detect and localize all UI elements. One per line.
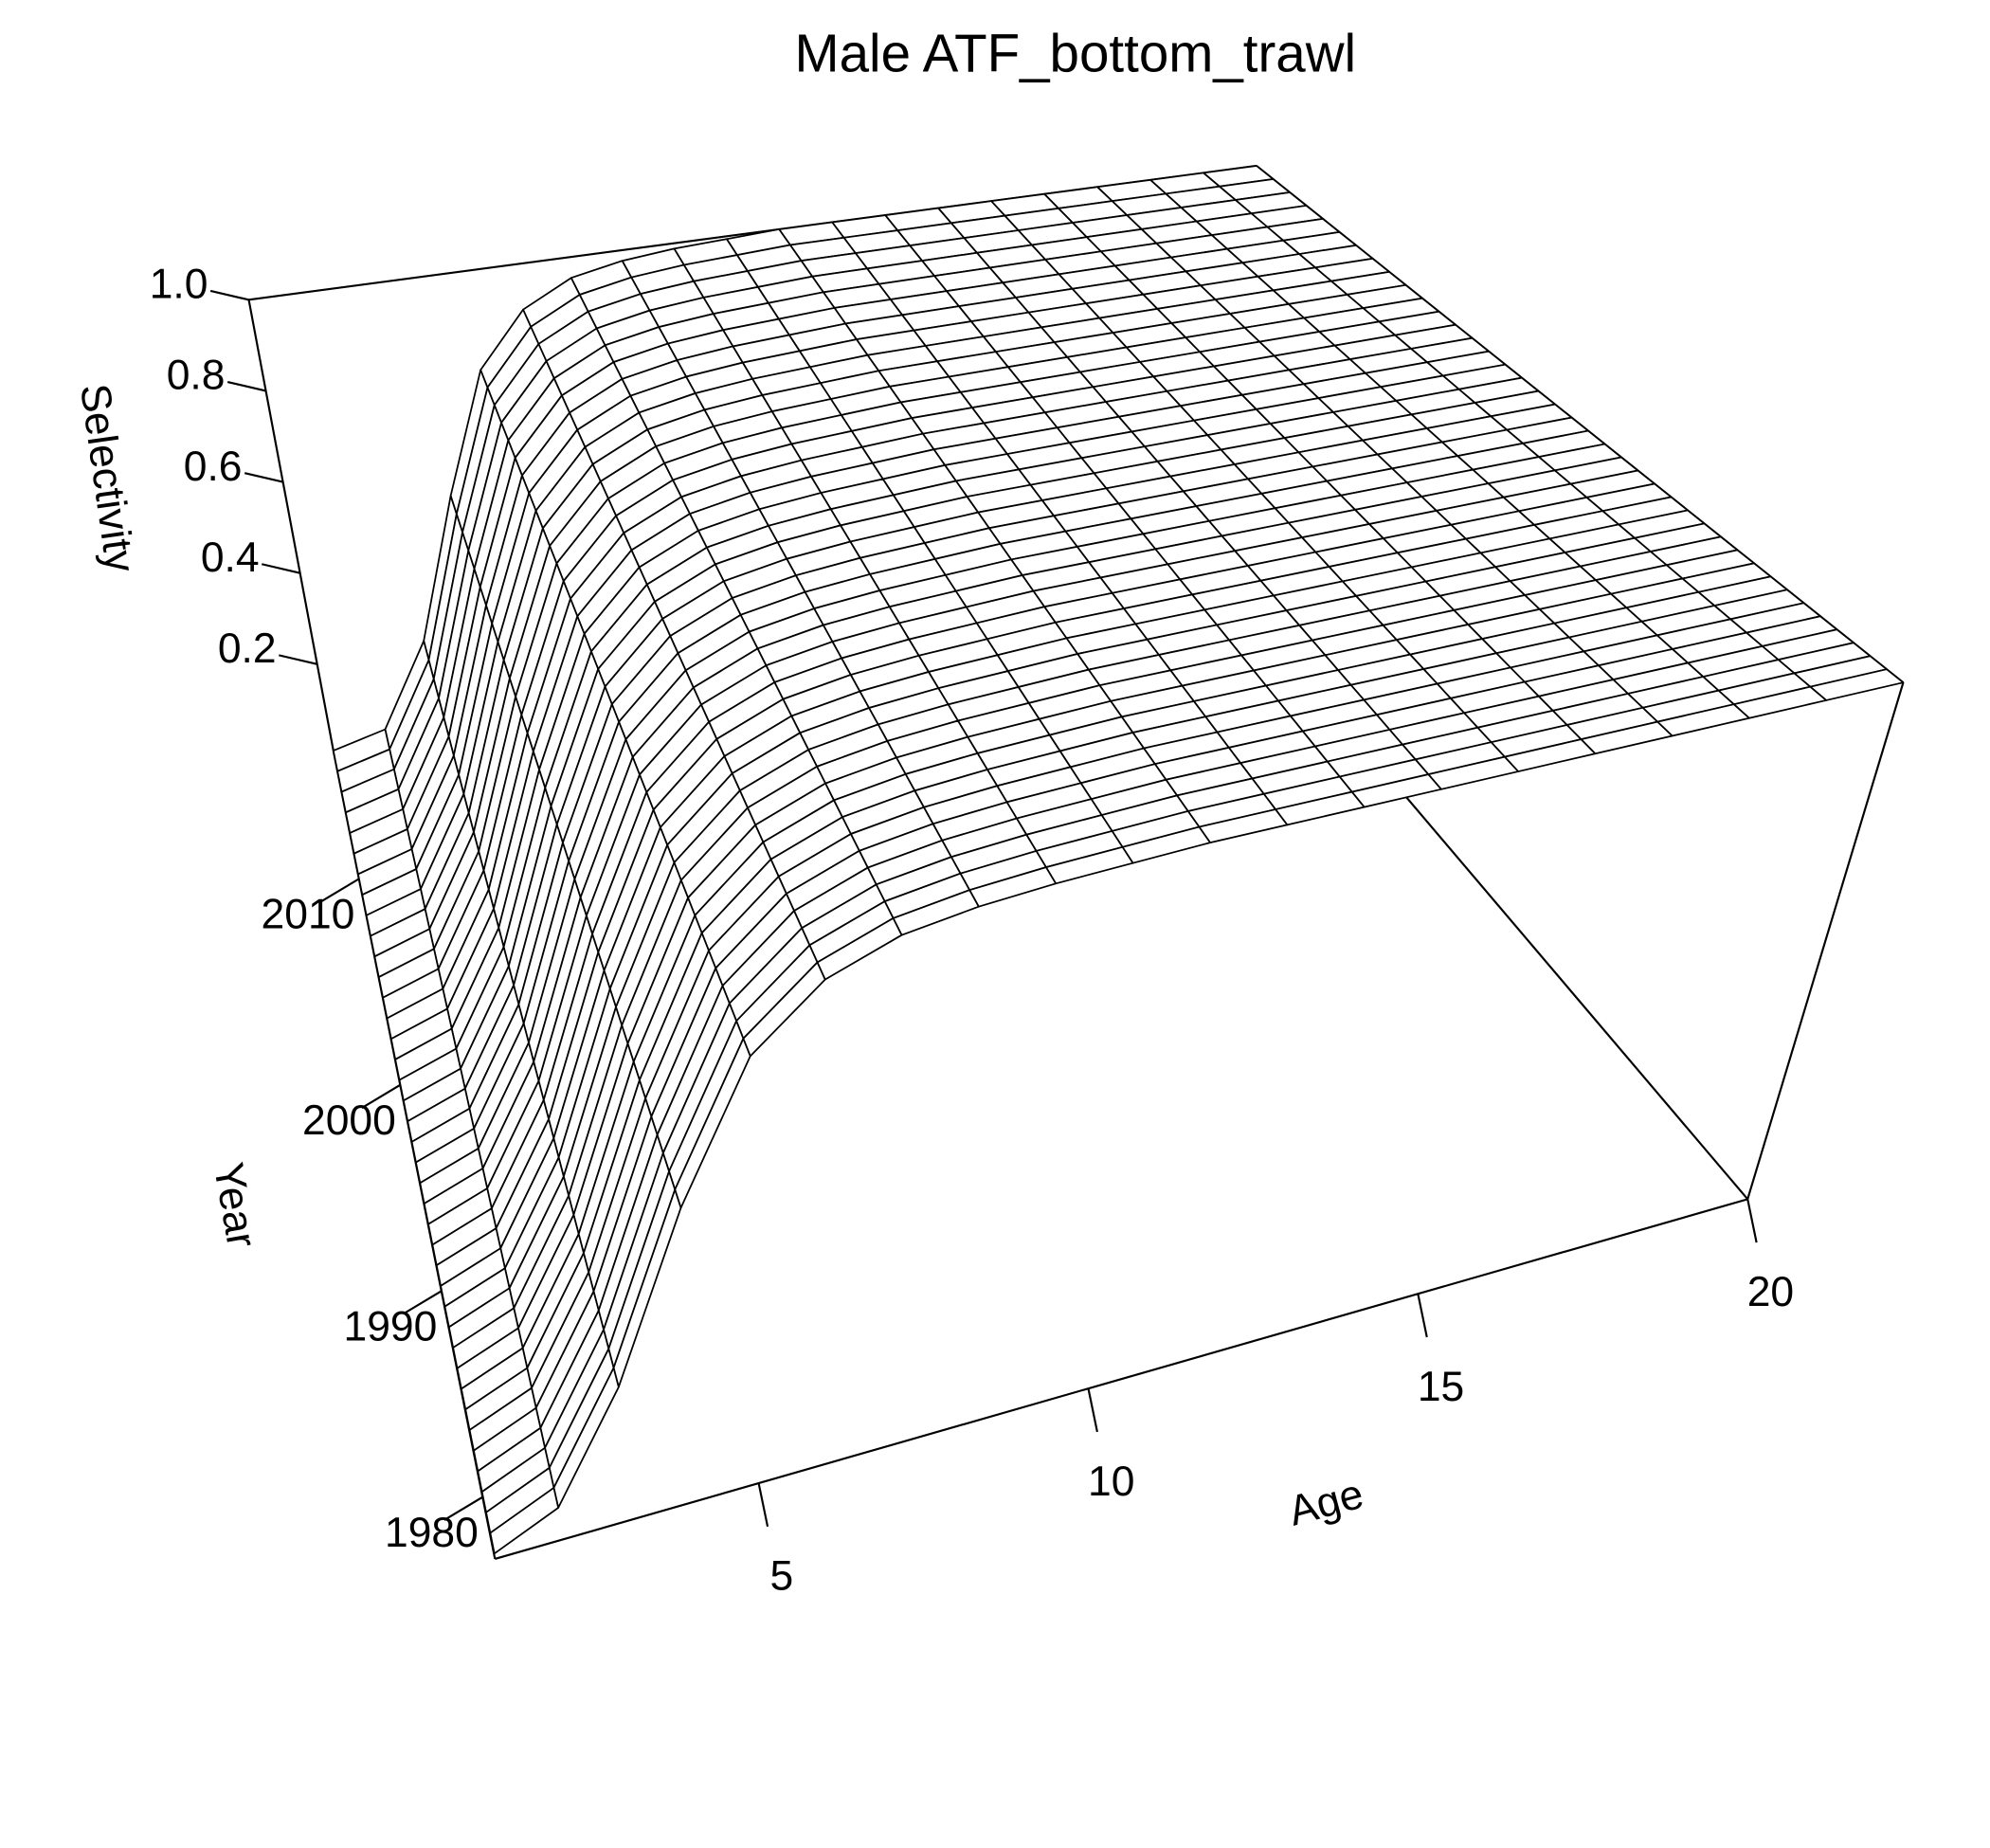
z-tick-label: 0.2 bbox=[218, 625, 277, 672]
x-tick bbox=[1417, 1294, 1428, 1338]
box-edge bbox=[1746, 681, 1905, 1200]
surface-cell bbox=[489, 1487, 559, 1555]
z-tick-label: 0.6 bbox=[184, 444, 243, 490]
z-axis-label: Selectivity bbox=[71, 381, 143, 576]
x-tick bbox=[1087, 1387, 1098, 1433]
y-tick bbox=[319, 878, 360, 903]
x-tick-label: 20 bbox=[1747, 1269, 1794, 1315]
y-tick-label: 2010 bbox=[262, 891, 355, 937]
x-axis-label: Age bbox=[1284, 1471, 1368, 1535]
y-tick bbox=[361, 1083, 401, 1109]
box-edge bbox=[1402, 792, 1749, 1201]
z-tick-label: 0.8 bbox=[167, 353, 226, 399]
y-axis-label: Year bbox=[205, 1159, 265, 1251]
x-tick-label: 5 bbox=[769, 1553, 793, 1600]
z-tick bbox=[279, 654, 317, 665]
x-tick bbox=[1746, 1199, 1758, 1243]
y-tick bbox=[402, 1290, 443, 1315]
box-edge bbox=[495, 1198, 1748, 1561]
z-tick bbox=[209, 289, 249, 301]
y-tick bbox=[443, 1495, 483, 1521]
box-edge bbox=[247, 299, 335, 756]
x-tick-label: 15 bbox=[1418, 1364, 1464, 1410]
x-tick-label: 10 bbox=[1088, 1458, 1134, 1505]
z-tick bbox=[226, 380, 266, 392]
z-tick-label: 1.0 bbox=[150, 262, 208, 308]
y-tick-label: 2000 bbox=[302, 1097, 396, 1144]
z-tick bbox=[262, 563, 300, 574]
y-tick-label: 1980 bbox=[385, 1510, 479, 1556]
x-tick bbox=[757, 1482, 769, 1528]
y-tick-label: 1990 bbox=[344, 1303, 438, 1350]
z-tick-label: 0.4 bbox=[201, 534, 260, 581]
z-tick bbox=[244, 472, 283, 483]
chart-title: Male ATF_bottom_trawl bbox=[795, 24, 1357, 83]
